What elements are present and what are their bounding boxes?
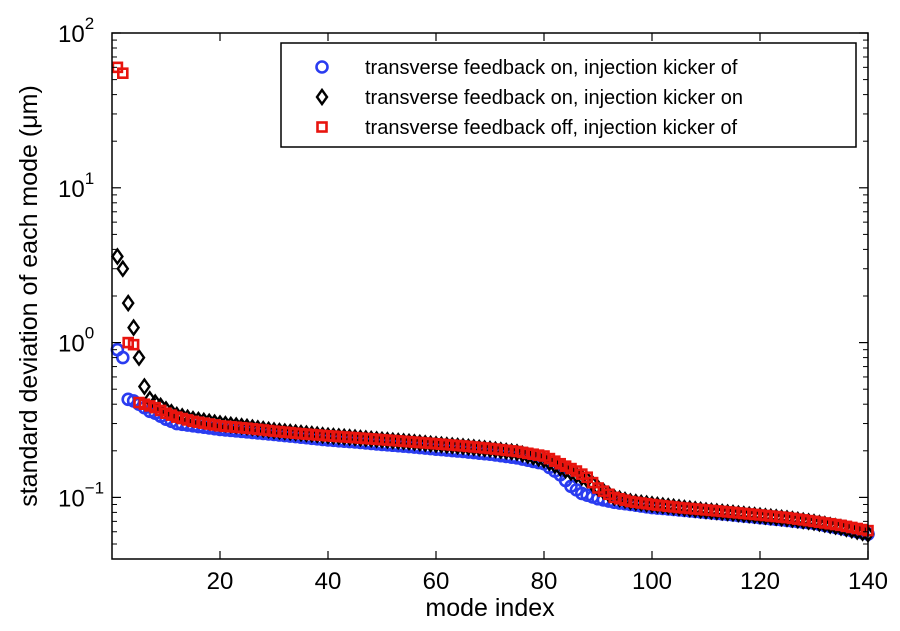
- x-tick-label: 120: [740, 568, 780, 595]
- point-fb-on-kicker-on: [110, 247, 124, 266]
- legend-marker-fb-off-kicker-off: [316, 121, 328, 133]
- legend-label-3: transverse feedback off, injection kicke…: [365, 117, 737, 139]
- point-fb-off-kicker-off: [127, 338, 140, 351]
- point-fb-on-kicker-on: [121, 294, 135, 313]
- legend-label-1: transverse feedback on, injection kicker…: [365, 57, 738, 79]
- x-tick-label: 140: [848, 568, 888, 595]
- point-fb-on-kicker-off: [116, 350, 130, 365]
- y-tick-exponent: 0: [85, 324, 94, 343]
- series-fb-off-kicker-off: [111, 61, 874, 537]
- y-axis-label: standard deviation of each mode (μm): [15, 85, 43, 507]
- y-tick-exponent: −1: [85, 478, 104, 497]
- point-fb-on-kicker-on: [127, 318, 141, 337]
- series-layer: [110, 61, 875, 544]
- x-tick-label: 60: [423, 568, 450, 595]
- legend-marker-fb-on-kicker-on: [315, 87, 329, 107]
- legend-box: [280, 42, 857, 148]
- y-tick-exponent: 2: [85, 14, 94, 33]
- legend: transverse feedback on, injection kicker…: [280, 42, 857, 148]
- x-tick-label: 40: [315, 568, 342, 595]
- legend-label-2: transverse feedback on, injection kicker…: [365, 87, 743, 109]
- legend-marker-fb-on-kicker-off: [315, 60, 329, 74]
- x-tick-label: 80: [531, 568, 558, 595]
- point-fb-on-kicker-on: [137, 377, 151, 396]
- point-fb-off-kicker-off: [117, 67, 129, 79]
- x-tick-label: 20: [207, 568, 234, 595]
- y-tick-exponent: 1: [85, 169, 94, 188]
- x-axis-label: mode index: [425, 594, 555, 622]
- x-tick-label: 100: [632, 568, 672, 595]
- point-fb-on-kicker-on: [132, 348, 146, 367]
- point-fb-on-kicker-on: [116, 259, 130, 278]
